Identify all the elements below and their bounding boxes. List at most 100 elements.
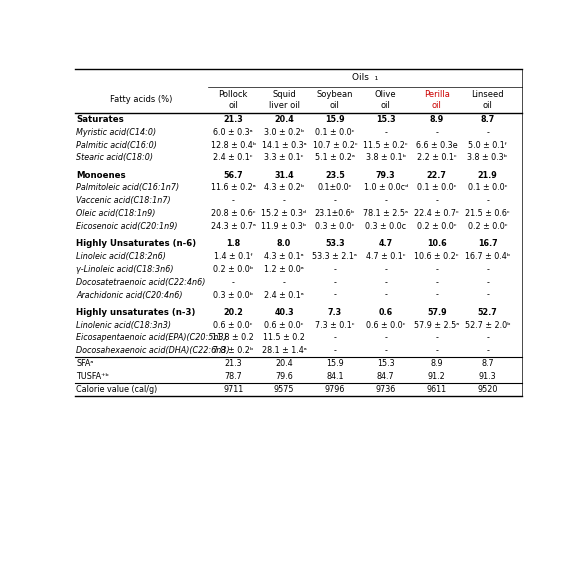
Text: 20.4: 20.4 [275, 359, 293, 368]
Text: 9736: 9736 [376, 385, 396, 394]
Text: 4.7 ± 0.1ᶜ: 4.7 ± 0.1ᶜ [366, 252, 406, 261]
Text: -: - [385, 196, 387, 205]
Text: 0.6: 0.6 [379, 308, 393, 317]
Text: 40.3: 40.3 [274, 308, 294, 317]
Text: 84.1: 84.1 [326, 372, 343, 381]
Text: -: - [435, 333, 438, 342]
Text: 22.4 ± 0.7ᶜ: 22.4 ± 0.7ᶜ [414, 209, 459, 218]
Text: 4.3 ± 0.2ᵇ: 4.3 ± 0.2ᵇ [264, 184, 304, 193]
Text: 11.9 ± 0.3ᵇ: 11.9 ± 0.3ᵇ [261, 222, 307, 231]
Text: 2.2 ± 0.1ᶜ: 2.2 ± 0.1ᶜ [417, 154, 457, 163]
Text: 20.8 ± 0.6ᶜ: 20.8 ± 0.6ᶜ [211, 209, 256, 218]
Text: -: - [385, 265, 387, 274]
Text: -: - [435, 346, 438, 355]
Text: 9796: 9796 [325, 385, 345, 394]
Text: 24.3 ± 0.7ᵃ: 24.3 ± 0.7ᵃ [211, 222, 256, 231]
Text: -: - [385, 277, 387, 286]
Text: 56.7: 56.7 [223, 171, 243, 180]
Text: 31.4: 31.4 [274, 171, 294, 180]
Text: 4.7: 4.7 [379, 239, 393, 248]
Text: -: - [385, 290, 387, 299]
Text: SFAᵃ: SFAᵃ [76, 359, 94, 368]
Text: Linoleic acid(C18:2n6): Linoleic acid(C18:2n6) [76, 252, 166, 261]
Text: 0.1 ± 0.0ᶜ: 0.1 ± 0.0ᶜ [315, 128, 354, 137]
Text: 5.0 ± 0.1ᶠ: 5.0 ± 0.1ᶠ [468, 141, 507, 150]
Text: 0.2 ± 0.0ᵇ: 0.2 ± 0.0ᵇ [213, 265, 253, 274]
Text: -: - [486, 128, 489, 137]
Text: 7.8 ± 0.2ᵇ: 7.8 ± 0.2ᵇ [213, 346, 253, 355]
Text: Soybean
oil: Soybean oil [317, 90, 353, 110]
Text: 1.4 ± 0.1ᶠ: 1.4 ± 0.1ᶠ [214, 252, 253, 261]
Text: 5.1 ± 0.2ᵃ: 5.1 ± 0.2ᵃ [315, 154, 355, 163]
Text: -: - [282, 196, 285, 205]
Text: -: - [282, 277, 285, 286]
Text: 4.3 ± 0.1ᵃ: 4.3 ± 0.1ᵃ [264, 252, 304, 261]
Text: 21.5 ± 0.6ᶜ: 21.5 ± 0.6ᶜ [465, 209, 510, 218]
Text: -: - [486, 333, 489, 342]
Text: 8.7: 8.7 [480, 115, 494, 124]
Text: -: - [333, 265, 336, 274]
Text: 14.1 ± 0.3ᵃ: 14.1 ± 0.3ᵃ [261, 141, 306, 150]
Text: Olive
oil: Olive oil [375, 90, 397, 110]
Text: 52.7 ± 2.0ᵇ: 52.7 ± 2.0ᵇ [465, 320, 510, 329]
Text: -: - [435, 290, 438, 299]
Text: 8.9: 8.9 [431, 359, 443, 368]
Text: γ-Linoleic acid(C18:3n6): γ-Linoleic acid(C18:3n6) [76, 265, 174, 274]
Text: Palmitoleic acid(C16:1n7): Palmitoleic acid(C16:1n7) [76, 184, 180, 193]
Text: -: - [385, 128, 387, 137]
Text: 7.3 ± 0.1ᶜ: 7.3 ± 0.1ᶜ [315, 320, 355, 329]
Text: -: - [385, 346, 387, 355]
Text: 20.2: 20.2 [223, 308, 243, 317]
Text: 91.3: 91.3 [479, 372, 496, 381]
Text: -: - [385, 333, 387, 342]
Text: -: - [333, 333, 336, 342]
Text: 91.2: 91.2 [428, 372, 446, 381]
Text: -: - [333, 196, 336, 205]
Text: 8.7: 8.7 [481, 359, 494, 368]
Text: 8.9: 8.9 [429, 115, 444, 124]
Text: 11.5 ± 0.2: 11.5 ± 0.2 [263, 333, 305, 342]
Text: 16.7: 16.7 [478, 239, 497, 248]
Text: 28.1 ± 1.4ᵃ: 28.1 ± 1.4ᵃ [261, 346, 306, 355]
Text: 9711: 9711 [223, 385, 243, 394]
Text: 3.3 ± 0.1ᶜ: 3.3 ± 0.1ᶜ [264, 154, 304, 163]
Text: Palmitic acid(C16:0): Palmitic acid(C16:0) [76, 141, 157, 150]
Text: Docosahexaenoic acid(DHA)(C22:6n3): Docosahexaenoic acid(DHA)(C22:6n3) [76, 346, 230, 355]
Text: Linseed
oil: Linseed oil [471, 90, 504, 110]
Text: 12.8 ± 0.4ᵇ: 12.8 ± 0.4ᵇ [210, 141, 256, 150]
Text: Oleic acid(C18:1n9): Oleic acid(C18:1n9) [76, 209, 156, 218]
Text: 0.2 ± 0.0ᶜ: 0.2 ± 0.0ᶜ [468, 222, 507, 231]
Text: -: - [435, 277, 438, 286]
Text: Myristic acid(C14:0): Myristic acid(C14:0) [76, 128, 156, 137]
Text: 2.4 ± 0.1ᵃ: 2.4 ± 0.1ᵃ [264, 290, 304, 299]
Text: Squid
liver oil: Squid liver oil [268, 90, 300, 110]
Text: 15.9: 15.9 [325, 115, 345, 124]
Text: 15.2 ± 0.3ᵈ: 15.2 ± 0.3ᵈ [261, 209, 307, 218]
Text: -: - [435, 196, 438, 205]
Text: 10.7 ± 0.2ᶜ: 10.7 ± 0.2ᶜ [313, 141, 357, 150]
Text: 3.8 ± 0.3ᵇ: 3.8 ± 0.3ᵇ [468, 154, 508, 163]
Text: 0.6 ± 0.0ᶜ: 0.6 ± 0.0ᶜ [213, 320, 253, 329]
Text: 0.1 ± 0.0ᶜ: 0.1 ± 0.0ᶜ [468, 184, 507, 193]
Text: 16.7 ± 0.4ᵇ: 16.7 ± 0.4ᵇ [465, 252, 510, 261]
Text: 57.9 ± 2.5ᵃ: 57.9 ± 2.5ᵃ [414, 320, 460, 329]
Text: 10.6: 10.6 [427, 239, 446, 248]
Text: Arachidonic acid(C20:4n6): Arachidonic acid(C20:4n6) [76, 290, 183, 299]
Text: 11.8 ± 0.2: 11.8 ± 0.2 [212, 333, 254, 342]
Text: Stearic acid(C18:0): Stearic acid(C18:0) [76, 154, 153, 163]
Text: 1.8: 1.8 [226, 239, 241, 248]
Text: 15.9: 15.9 [326, 359, 344, 368]
Text: Perilla
oil: Perilla oil [424, 90, 450, 110]
Text: 23.5: 23.5 [325, 171, 345, 180]
Text: 11.5 ± 0.2ᶜ: 11.5 ± 0.2ᶜ [364, 141, 408, 150]
Text: -: - [486, 277, 489, 286]
Text: Docosatetraenoic acid(C22:4n6): Docosatetraenoic acid(C22:4n6) [76, 277, 206, 286]
Text: 15.3: 15.3 [377, 359, 394, 368]
Text: Eicosapentaenoic acid(EPA)(C20:5n3): Eicosapentaenoic acid(EPA)(C20:5n3) [76, 333, 227, 342]
Text: Vaccenic acid(C18:1n7): Vaccenic acid(C18:1n7) [76, 196, 171, 205]
Text: 20.4: 20.4 [274, 115, 294, 124]
Text: 0.2 ± 0.0ᶜ: 0.2 ± 0.0ᶜ [417, 222, 457, 231]
Text: -: - [435, 128, 438, 137]
Text: 6.0 ± 0.3ᵃ: 6.0 ± 0.3ᵃ [213, 128, 253, 137]
Text: 1.0 ± 0.0cᵈ: 1.0 ± 0.0cᵈ [364, 184, 408, 193]
